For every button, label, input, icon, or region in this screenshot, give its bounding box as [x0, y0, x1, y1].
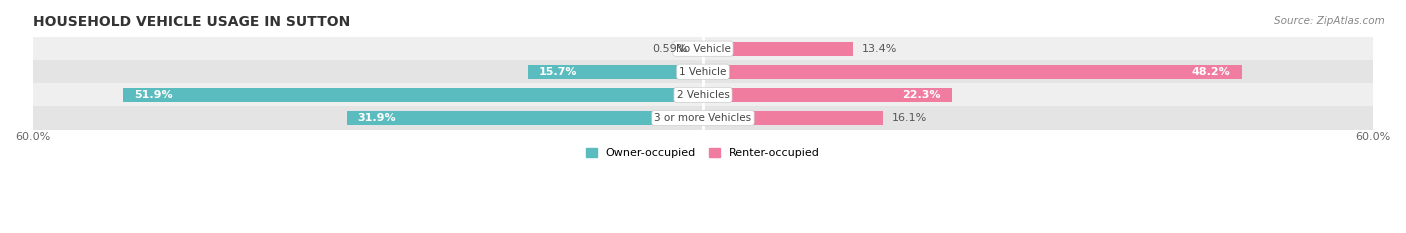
- Bar: [703, 111, 883, 125]
- Bar: [32, 106, 1374, 130]
- Bar: [347, 111, 703, 125]
- Legend: Owner-occupied, Renter-occupied: Owner-occupied, Renter-occupied: [581, 144, 825, 163]
- Text: 2 Vehicles: 2 Vehicles: [676, 90, 730, 100]
- Text: HOUSEHOLD VEHICLE USAGE IN SUTTON: HOUSEHOLD VEHICLE USAGE IN SUTTON: [32, 15, 350, 29]
- Bar: [703, 88, 952, 102]
- Text: 31.9%: 31.9%: [357, 113, 396, 123]
- Bar: [703, 65, 1241, 79]
- Bar: [32, 37, 1374, 60]
- Bar: [696, 42, 703, 56]
- Text: 22.3%: 22.3%: [903, 90, 941, 100]
- Bar: [32, 83, 1374, 106]
- Bar: [703, 42, 852, 56]
- Text: 13.4%: 13.4%: [862, 44, 897, 54]
- Text: 16.1%: 16.1%: [891, 113, 927, 123]
- Text: 51.9%: 51.9%: [135, 90, 173, 100]
- Text: 48.2%: 48.2%: [1192, 67, 1230, 77]
- Text: 0.59%: 0.59%: [652, 44, 688, 54]
- Bar: [124, 88, 703, 102]
- Text: 15.7%: 15.7%: [538, 67, 578, 77]
- Text: 3 or more Vehicles: 3 or more Vehicles: [654, 113, 752, 123]
- Bar: [32, 60, 1374, 83]
- Text: Source: ZipAtlas.com: Source: ZipAtlas.com: [1274, 16, 1385, 26]
- Bar: [527, 65, 703, 79]
- Text: 1 Vehicle: 1 Vehicle: [679, 67, 727, 77]
- Text: No Vehicle: No Vehicle: [675, 44, 731, 54]
